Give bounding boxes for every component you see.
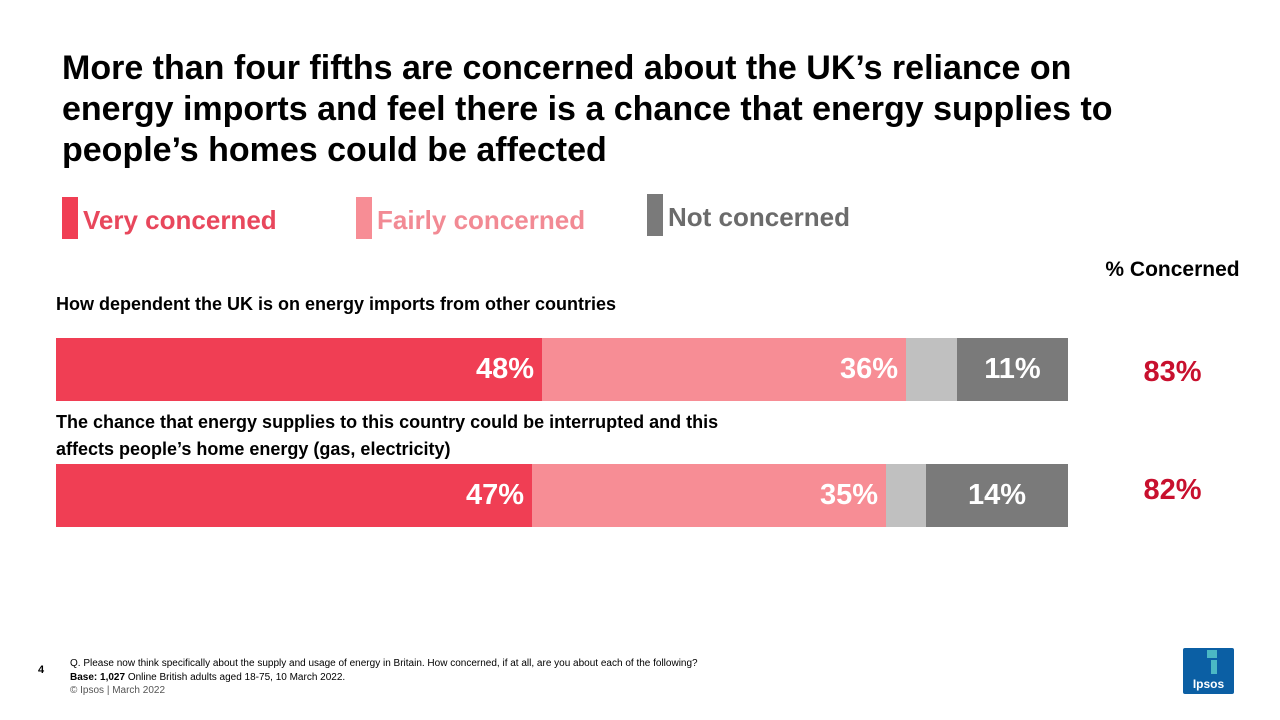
legend-swatch-fairly — [356, 197, 372, 239]
stacked-bar-1: 48% 36% 11% — [56, 338, 1068, 401]
data-label-not: 11% — [984, 353, 1041, 385]
bar-segment-not: 11% — [957, 338, 1068, 401]
logo-text: Ipsos — [1192, 677, 1225, 691]
concerned-total-1: 83% — [1143, 356, 1202, 388]
data-label-fairly: 35% — [819, 479, 878, 511]
bar-segment-very: 47% — [56, 464, 532, 527]
footnote-base-text: Online British adults aged 18-75, 10 Mar… — [125, 672, 346, 683]
ipsos-logo: Ipsos — [1183, 648, 1234, 694]
question-label-1: How dependent the UK is on energy import… — [56, 294, 617, 314]
stacked-bar-2: 47% 35% 14% — [56, 464, 1068, 527]
footnote-base: Base: 1,027 Online British adults aged 1… — [70, 671, 698, 685]
legend-label-fairly: Fairly concerned — [377, 205, 586, 235]
copyright: © Ipsos | March 2022 — [70, 685, 166, 696]
bar-segment-other — [886, 464, 926, 527]
pct-concerned-header: % Concerned — [1105, 258, 1240, 281]
legend-swatch-not — [647, 194, 663, 236]
data-label-very: 47% — [465, 479, 524, 511]
footnote-question: Q. Please now think specifically about t… — [70, 658, 698, 669]
legend-label-very: Very concerned — [83, 205, 277, 235]
footnote-base-label: Base: 1,027 — [70, 672, 126, 683]
bar-segment-not: 14% — [926, 464, 1068, 527]
legend-swatch-very — [62, 197, 78, 239]
footnote: Q. Please now think specifically about t… — [70, 657, 698, 685]
slide-title: More than four fifths are concerned abou… — [62, 49, 1113, 169]
legend-label-not: Not concerned — [668, 202, 851, 232]
bar-segment-very: 48% — [56, 338, 542, 401]
concerned-total-2: 82% — [1143, 474, 1202, 506]
bar-segment-fairly: 36% — [542, 338, 906, 401]
data-label-very: 48% — [475, 353, 534, 385]
bar-segment-fairly: 35% — [532, 464, 886, 527]
data-label-fairly: 36% — [839, 353, 898, 385]
logo-mark-icon — [1207, 650, 1217, 674]
bar-segment-other — [906, 338, 957, 401]
page-number: 4 — [38, 664, 45, 676]
question-label-2: The chance that energy supplies to this … — [56, 412, 719, 459]
data-label-not: 14% — [967, 479, 1027, 511]
